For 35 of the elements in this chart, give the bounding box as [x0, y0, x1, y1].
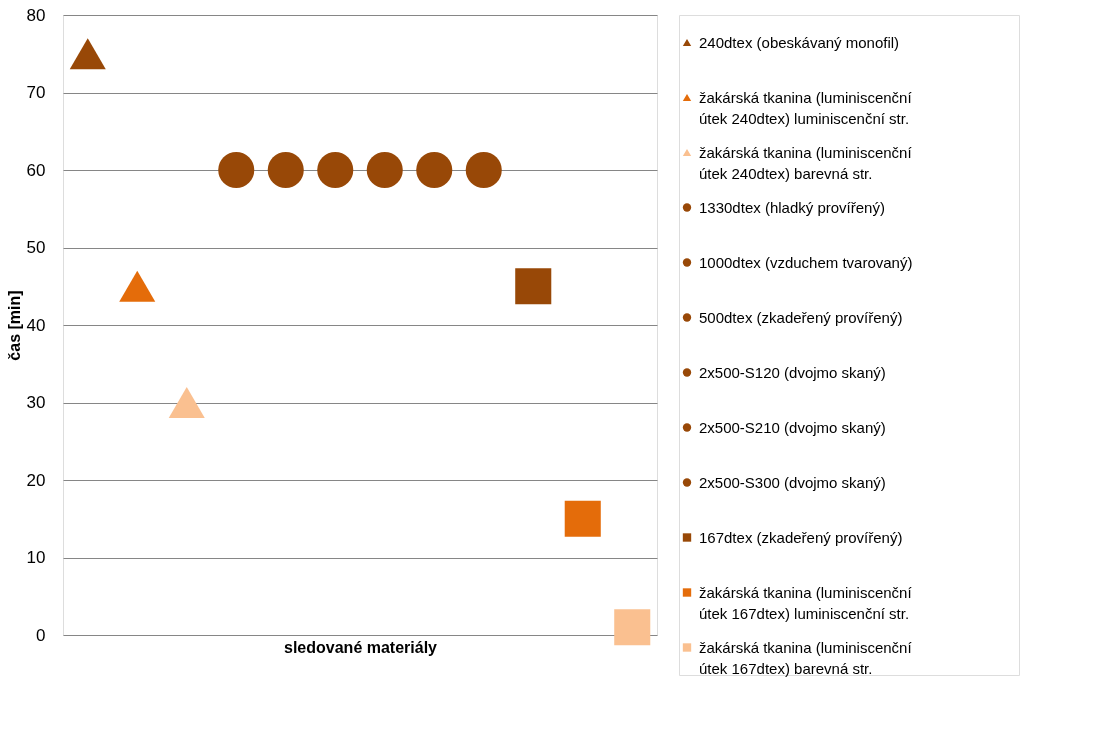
y-tick-label: 20 — [26, 470, 46, 490]
y-tick-label: 0 — [36, 625, 46, 645]
y-tick-label: 40 — [26, 315, 46, 335]
point — [564, 500, 601, 537]
legend-label: žakárská tkanina (luminiscenční útek 240dtex) barevná str. — [699, 143, 913, 182]
legend-label: žakárská tkanina (luminiscenční útek 240dtex) luminiscenční str. — [699, 88, 913, 127]
point — [317, 152, 354, 188]
x-axis-title: sledované materiály — [284, 638, 438, 656]
y-tick-label: 60 — [26, 160, 46, 180]
point — [69, 38, 106, 70]
point — [218, 152, 255, 188]
point — [515, 268, 552, 305]
y-axis-title: čas [min] — [5, 290, 23, 361]
point — [267, 152, 304, 188]
legend-label: 2x500-S120 (dvojmo skaný) — [699, 363, 886, 381]
point — [366, 152, 403, 188]
legend-label: 500dtex (zkadeřený provířený) — [699, 308, 903, 326]
point — [614, 609, 651, 646]
legend-label: 2x500-S210 (dvojmo skaný) — [699, 418, 886, 436]
point — [465, 152, 502, 188]
legend-label: 240dtex (obeskávaný monofil) — [699, 33, 900, 51]
legend-label: 167dtex (zkadeřený provířený) — [699, 528, 903, 546]
legend-label: žakárská tkanina (luminiscenční útek 167dtex) luminiscenční str. — [699, 583, 913, 622]
point — [416, 152, 453, 188]
legend-label: 1330dtex (hladký provířený) — [699, 198, 885, 216]
legend-label: žakárská tkanina (luminiscenční útek 167dtex) barevná str. — [699, 638, 913, 677]
point — [168, 386, 205, 419]
legend-label: 1000dtex (vzduchem tvarovaný) — [699, 253, 913, 271]
y-tick-label: 50 — [26, 238, 46, 257]
legend-label: 2x500-S300 (dvojmo skaný) — [699, 473, 886, 491]
y-tick-label: 80 — [26, 5, 46, 25]
y-tick-label: 70 — [26, 83, 46, 102]
y-tick-label: 30 — [26, 393, 46, 412]
y-tick-label: 10 — [26, 548, 46, 567]
point — [119, 270, 156, 302]
